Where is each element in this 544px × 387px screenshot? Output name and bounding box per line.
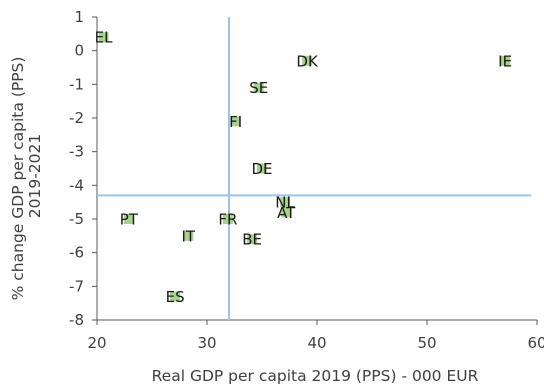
y-tick-label: -3 [69,143,84,161]
marker-se [253,82,264,93]
x-tick-label: 60 [527,334,544,352]
marker-nl [280,197,291,208]
axes [92,16,538,325]
label-el: EL [95,29,113,47]
label-se: SE [249,79,268,97]
label-at: AT [277,204,296,222]
y-axis-title-line-1: % change GDP per capita (PPS) [9,57,27,301]
y-tick-label: -7 [69,277,84,295]
label-it: IT [182,227,196,245]
label-nl: NL [275,194,295,212]
y-axis-title-line-2: 2019-2021 [26,134,44,219]
y-tick-label: -2 [69,109,84,127]
y-tick-label: -4 [69,176,84,194]
label-fr: FR [218,211,237,229]
y-tick-label: -5 [69,210,84,228]
y-tick-label: -1 [69,75,84,93]
x-tick-label: 30 [197,334,216,352]
label-es: ES [166,288,185,306]
label-ie: IE [498,52,512,70]
label-fi: FI [229,113,242,131]
x-tick-label: 50 [417,334,436,352]
reference-lines [97,17,531,320]
label-de: DE [251,160,272,178]
y-tick-label: 1 [74,8,84,26]
marker-it [183,230,194,241]
marker-fr [222,214,233,224]
marker-dk [302,55,313,66]
marker-fi [230,116,241,127]
y-tick-label: -8 [69,311,84,329]
label-pt: PT [120,211,139,229]
y-tick-label: -6 [69,244,84,262]
marker-at [281,207,292,218]
marker-pt [123,214,134,224]
x-tick-label: 40 [307,334,326,352]
y-tick-label: 0 [74,42,84,60]
marker-es [170,291,181,302]
label-dk: DK [296,52,319,70]
marker-be [247,234,258,245]
marker-el [98,32,109,43]
label-be: BE [242,231,262,249]
x-tick-label: 20 [87,334,106,352]
marker-ie [500,55,511,66]
x-axis-title: Real GDP per capita 2019 (PPS) - 000 EUR [152,367,479,385]
data-markers [98,32,511,302]
marker-de [257,163,267,174]
y-axis-title: % change GDP per capita (PPS) 2019-2021 [9,52,44,301]
tick-labels: 1 0 -1 -2 -3 -4 -5 -6 -7 -820 30 40 50 60 [69,8,544,352]
